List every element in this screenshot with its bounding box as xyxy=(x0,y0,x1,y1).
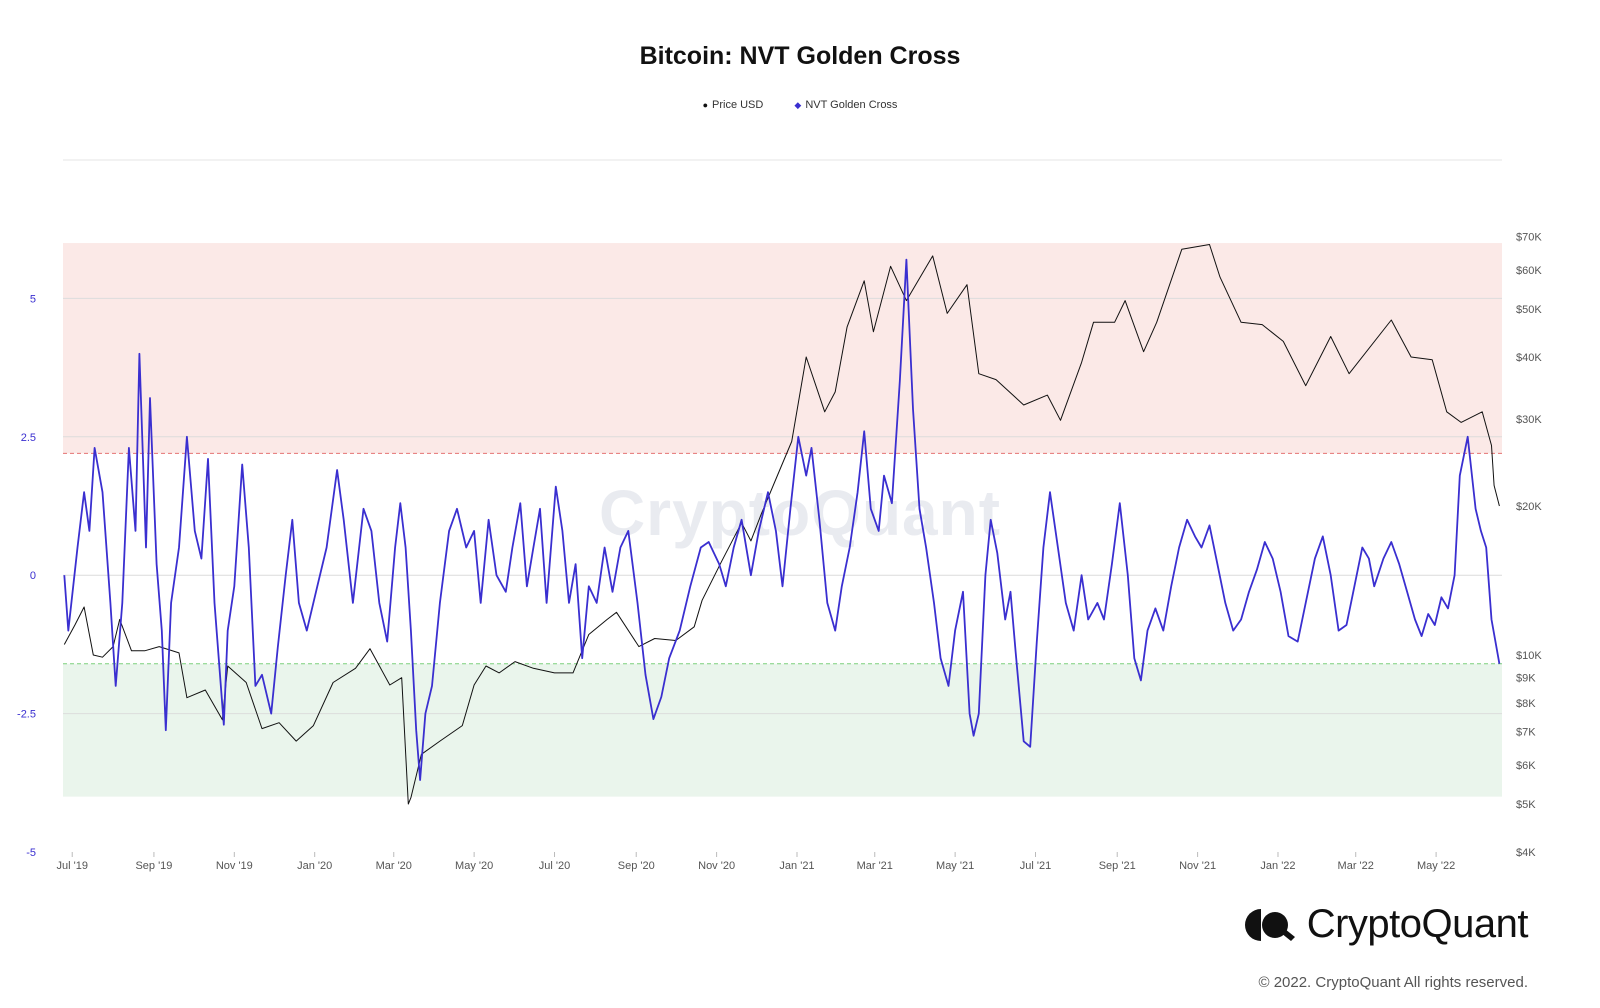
cryptoquant-logo-icon xyxy=(1244,908,1295,941)
legend-item-nvt[interactable]: ◆ NVT Golden Cross xyxy=(794,99,897,111)
x-tick-label: Sep '20 xyxy=(618,860,655,872)
x-tick-label: Jul '19 xyxy=(56,860,87,872)
left-tick-label: -5 xyxy=(26,847,36,859)
logo-text: CryptoQuant xyxy=(1306,902,1529,946)
left-tick-label: 0 xyxy=(30,570,36,582)
legend-marker-price: ● xyxy=(702,100,708,110)
x-tick-label: Mar '20 xyxy=(376,860,412,872)
right-tick-label: $50K xyxy=(1516,304,1542,316)
x-tick-label: May '21 xyxy=(936,860,974,872)
x-tick-label: Jan '20 xyxy=(297,860,332,872)
x-tick-label: Jul '20 xyxy=(539,860,570,872)
x-tick-label: Jul '21 xyxy=(1020,860,1051,872)
right-tick-label: $9K xyxy=(1516,673,1536,685)
x-tick-label: Nov '21 xyxy=(1179,860,1216,872)
x-tick-label: May '22 xyxy=(1417,860,1455,872)
x-tick-label: Mar '21 xyxy=(857,860,893,872)
series-line-price-usd xyxy=(63,244,1500,805)
right-tick-label: $6K xyxy=(1516,760,1536,772)
right-tick-label: $40K xyxy=(1516,352,1542,364)
watermark: CryptoQuant xyxy=(598,477,1002,549)
right-tick-label: $60K xyxy=(1516,265,1542,277)
right-tick-label: $70K xyxy=(1516,232,1542,244)
copyright: © 2022. CryptoQuant All rights reserved. xyxy=(1258,974,1528,991)
right-tick-label: $20K xyxy=(1516,501,1542,513)
x-tick-label: Mar '22 xyxy=(1338,860,1374,872)
right-tick-label: $7K xyxy=(1516,727,1536,739)
left-tick-label: 2.5 xyxy=(21,432,36,444)
x-tick-label: Sep '19 xyxy=(135,860,172,872)
right-tick-label: $10K xyxy=(1516,650,1542,662)
series-line-nvt-golden-cross xyxy=(63,258,1501,781)
left-tick-label: 5 xyxy=(30,293,36,305)
right-tick-label: $5K xyxy=(1516,799,1536,811)
x-tick-label: Nov '20 xyxy=(698,860,735,872)
right-tick-label: $8K xyxy=(1516,698,1536,710)
chart-title: Bitcoin: NVT Golden Cross xyxy=(639,42,961,70)
x-tick-label: Jan '22 xyxy=(1260,860,1295,872)
right-tick-label: $30K xyxy=(1516,414,1542,426)
x-tick-label: Nov '19 xyxy=(216,860,253,872)
brand-logo: CryptoQuant xyxy=(1243,902,1529,947)
legend-marker-nvt: ◆ xyxy=(794,100,802,110)
band-overbought xyxy=(63,243,1502,454)
band-oversold xyxy=(63,663,1502,797)
legend: ● Price USD ◆ NVT Golden Cross xyxy=(0,99,1600,111)
x-tick-label: Sep '21 xyxy=(1099,860,1136,872)
legend-item-price[interactable]: ● Price USD xyxy=(703,99,764,111)
legend-label-nvt: NVT Golden Cross xyxy=(805,99,898,111)
x-tick-label: Jan '21 xyxy=(779,860,814,872)
legend-label-price: Price USD xyxy=(712,99,764,111)
x-tick-label: May '20 xyxy=(455,860,493,872)
right-tick-label: $4K xyxy=(1516,847,1536,859)
left-tick-label: -2.5 xyxy=(17,709,36,721)
